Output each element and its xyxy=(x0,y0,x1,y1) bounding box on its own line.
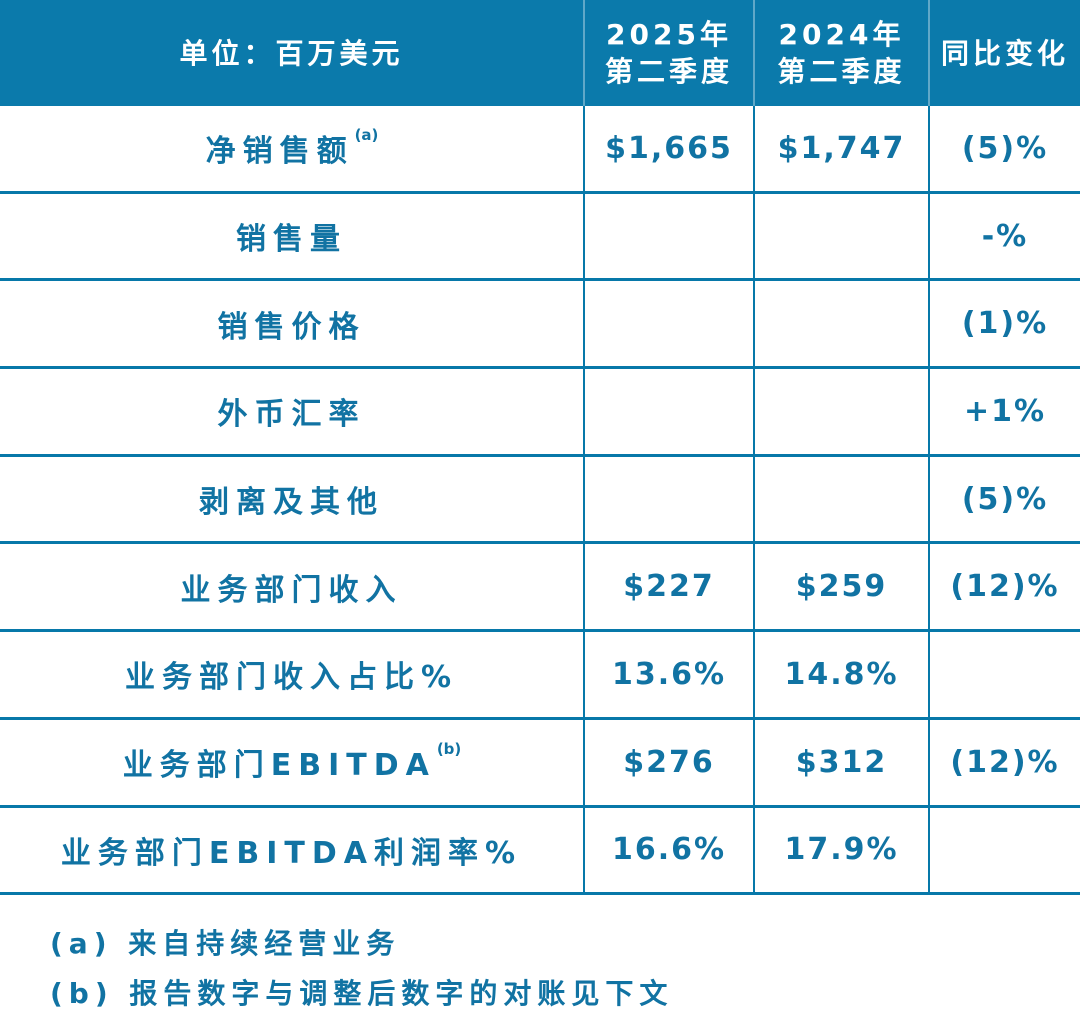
row-segment-ebitda-2025: $276 xyxy=(583,719,753,808)
row-fx-label: 外币汇率 xyxy=(0,369,583,457)
row-divestiture-2025 xyxy=(583,456,753,545)
row-segment-income-pct-label: 业务部门收入占比% xyxy=(0,632,583,720)
row-price-yoy: (1)% xyxy=(928,281,1080,370)
row-segment-ebitda-margin-label: 业务部门EBITDA利润率% xyxy=(0,808,583,896)
row-volume-yoy: -% xyxy=(928,193,1080,282)
row-volume-2025 xyxy=(583,193,753,282)
footnote-ref-a: (a) xyxy=(354,126,379,145)
row-segment-income-pct-2024: 14.8% xyxy=(753,632,928,720)
row-volume-2024 xyxy=(753,193,928,282)
row-net-sales-yoy: (5)% xyxy=(928,106,1080,194)
row-fx-yoy: +1% xyxy=(928,369,1080,457)
header-q2-2024: 2024年 第二季度 xyxy=(753,0,928,106)
row-segment-ebitda-margin-2025: 16.6% xyxy=(583,807,753,896)
row-divestiture-label: 剥离及其他 xyxy=(0,457,583,545)
results-table: 单位：百万美元 2025年 第二季度 2024年 第二季度 同比变化 净销售额(… xyxy=(0,0,1080,896)
header-q2-2024-quarter: 第二季度 xyxy=(777,55,906,88)
row-volume-label: 销售量 xyxy=(0,194,583,282)
row-fx-2025 xyxy=(583,369,753,457)
row-segment-income-2025: $227 xyxy=(583,544,753,633)
footnotes: (a) 来自持续经营业务 (b) 报告数字与调整后数字的对账见下文 xyxy=(0,919,1080,1019)
row-segment-income-2024: $259 xyxy=(753,544,928,633)
row-price-2024 xyxy=(753,281,928,370)
header-q2-2025-year: 2025年 xyxy=(606,18,732,51)
header-q2-2025: 2025年 第二季度 xyxy=(583,0,753,106)
header-yoy: 同比变化 xyxy=(928,0,1080,106)
row-net-sales-2025: $1,665 xyxy=(583,106,753,194)
row-segment-income-pct-2025: 13.6% xyxy=(583,632,753,720)
row-net-sales-2024: $1,747 xyxy=(753,106,928,194)
header-yoy-label: 同比变化 xyxy=(940,36,1069,70)
row-net-sales-label: 净销售额 (a) xyxy=(0,106,583,194)
row-segment-ebitda-margin-yoy xyxy=(928,807,1080,896)
header-unit: 单位：百万美元 xyxy=(0,0,583,106)
row-segment-income-yoy: (12)% xyxy=(928,544,1080,633)
row-segment-ebitda-yoy: (12)% xyxy=(928,719,1080,808)
row-segment-ebitda-margin-2024: 17.9% xyxy=(753,807,928,896)
header-q2-2024-year: 2024年 xyxy=(778,18,905,51)
footnote-b: (b) 报告数字与调整后数字的对账见下文 xyxy=(50,977,674,1011)
row-price-2025 xyxy=(583,281,753,370)
header-q2-2025-quarter: 第二季度 xyxy=(604,55,733,88)
row-segment-income-label: 业务部门收入 xyxy=(0,544,583,633)
row-segment-ebitda-2024: $312 xyxy=(753,719,928,808)
row-segment-income-pct-yoy xyxy=(928,632,1080,720)
row-price-label: 销售价格 xyxy=(0,281,583,370)
footnote-ref-b: (b) xyxy=(436,740,462,759)
row-divestiture-yoy: (5)% xyxy=(928,456,1080,545)
footnote-a: (a) 来自持续经营业务 xyxy=(50,927,401,961)
header-unit-label: 单位：百万美元 xyxy=(179,36,404,70)
row-segment-ebitda-label: 业务部门EBITDA (b) xyxy=(0,720,583,808)
row-fx-2024 xyxy=(753,369,928,457)
row-divestiture-2024 xyxy=(753,456,928,545)
